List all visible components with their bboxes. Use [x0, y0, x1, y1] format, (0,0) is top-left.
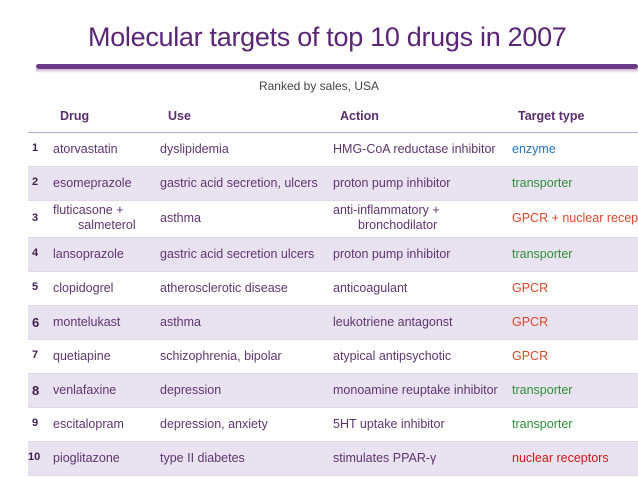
row-number: 8 [32, 383, 40, 398]
drug-name: atorvastatin [53, 142, 118, 156]
row-number: 7 [32, 349, 39, 361]
row-number: 9 [32, 417, 39, 429]
drug-name: venlafaxine [53, 383, 117, 397]
drug-action: anticoagulant [333, 281, 408, 295]
table-row: 9 escitalopram depression, anxiety 5HT u… [28, 408, 638, 442]
table-row: 5 clopidogrel atherosclerotic disease an… [28, 272, 638, 306]
subtitle: Ranked by sales, USA [258, 79, 380, 93]
drug-name: esomeprazole [53, 176, 132, 190]
drug-action: monoamine reuptake inhibitor [333, 383, 498, 397]
row-number: 5 [32, 281, 39, 293]
row-number: 3 [32, 212, 39, 224]
target-type: GPCR [512, 349, 549, 363]
table-header: Drug Use Action Target type [28, 100, 638, 133]
header-use: Use [168, 109, 191, 123]
table-row: 3 fluticasone + salmeterol asthma anti-i… [28, 201, 638, 238]
table-row: 10 pioglitazone type II diabetes stimula… [28, 442, 638, 476]
target-type: transporter [512, 247, 573, 261]
drug-action: HMG-CoA reductase inhibitor [333, 142, 496, 156]
row-number: 1 [32, 142, 39, 154]
drug-name-line-1: fluticasone + [53, 203, 124, 217]
drug-action: 5HT uptake inhibitor [333, 417, 445, 431]
target-type: GPCR [512, 281, 549, 295]
target-type: GPCR + nuclear receptor [512, 211, 638, 225]
row-number: 6 [32, 315, 40, 330]
header-target-type: Target type [518, 109, 585, 123]
drug-action: stimulates PPAR-γ [333, 451, 437, 465]
drug-use: gastric acid secretion ulcers [160, 247, 315, 261]
table-row: 8 venlafaxine depression monoamine reupt… [28, 374, 638, 408]
drug-action-line-2: bronchodilator [358, 218, 438, 232]
title-divider [36, 64, 638, 69]
table-row: 4 lansoprazole gastric acid secretion ul… [28, 238, 638, 272]
target-type: nuclear receptors [512, 451, 609, 465]
drug-use: type II diabetes [160, 451, 245, 465]
target-type: transporter [512, 176, 573, 190]
drug-name-line-2: salmeterol [78, 218, 136, 232]
table-row: 6 montelukast asthma leukotriene antagon… [28, 306, 638, 340]
drug-action: atypical antipsychotic [333, 349, 452, 363]
drug-use: asthma [160, 315, 201, 329]
target-type: enzyme [512, 142, 556, 156]
drug-use: asthma [160, 211, 201, 225]
drug-use: depression [160, 383, 222, 397]
page-title: Molecular targets of top 10 drugs in 200… [88, 22, 567, 52]
header-drug: Drug [60, 109, 90, 123]
drug-name: montelukast [53, 315, 121, 329]
drug-action: leukotriene antagonst [333, 315, 453, 329]
row-number: 10 [28, 451, 41, 463]
drug-action-line-1: anti-inflammatory + [333, 203, 440, 217]
drug-action: proton pump inhibitor [333, 176, 451, 190]
table-row: 1 atorvastatin dyslipidemia HMG-CoA redu… [28, 133, 638, 167]
drug-table: Drug Use Action Target type 1 atorvastat… [28, 100, 638, 476]
row-number: 2 [32, 176, 39, 188]
drug-name: lansoprazole [53, 247, 124, 261]
drug-use: depression, anxiety [160, 417, 268, 431]
drug-name: pioglitazone [53, 451, 120, 465]
table-row: 2 esomeprazole gastric acid secretion, u… [28, 167, 638, 201]
drug-name: quetiapine [53, 349, 111, 363]
drug-action: proton pump inhibitor [333, 247, 451, 261]
header-action: Action [340, 109, 379, 123]
table-row: 7 quetiapine schizophrenia, bipolar atyp… [28, 340, 638, 374]
drug-use: atherosclerotic disease [160, 281, 288, 295]
target-type: GPCR [512, 315, 549, 329]
drug-use: gastric acid secretion, ulcers [160, 176, 318, 190]
drug-name: escitalopram [53, 417, 124, 431]
target-type: transporter [512, 383, 573, 397]
title-divider-shadow [36, 69, 638, 73]
target-type: transporter [512, 417, 573, 431]
row-number: 4 [32, 247, 39, 259]
drug-use: schizophrenia, bipolar [160, 349, 282, 363]
drug-name: clopidogrel [53, 281, 114, 295]
drug-use: dyslipidemia [160, 142, 229, 156]
